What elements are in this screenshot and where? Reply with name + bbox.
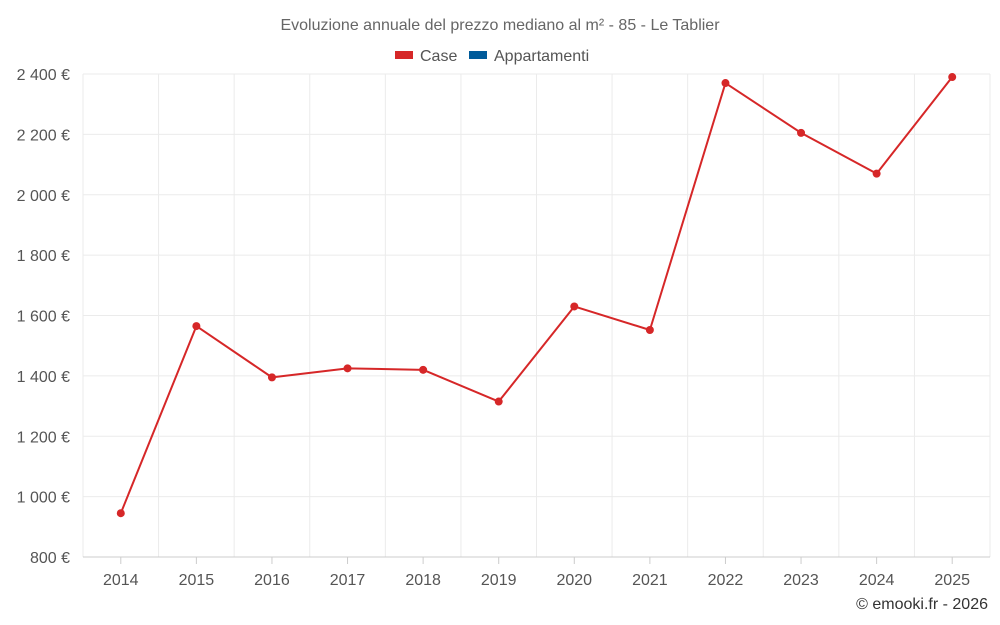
data-point[interactable] [116,509,125,518]
y-tick-label: 1 800 € [17,248,70,265]
x-tick-label: 2025 [934,572,970,589]
x-tick-label: 2020 [556,572,592,589]
y-tick-label: 2 400 € [17,67,70,84]
y-axis: 800 € 1 000 € 1 200 € 1 400 € 1 600 € 1 800 €… [17,67,70,567]
data-point[interactable] [267,373,276,382]
legend-item-appartamenti[interactable]: Appartamenti [469,48,589,65]
y-tick-label: 800 € [30,550,70,567]
x-tick-label: 2024 [859,572,895,589]
y-tick-label: 1 200 € [17,429,70,446]
x-tick-label: 2017 [330,572,366,589]
legend-item-case[interactable]: Case [395,48,457,65]
y-tick-label: 1 600 € [17,309,70,326]
x-tick-label: 2019 [481,572,517,589]
x-gridlines [82,74,991,557]
x-tick-label: 2018 [405,572,441,589]
legend-label-appartamenti: Appartamenti [494,48,589,65]
data-point[interactable] [570,302,579,311]
y-tick-label: 1 000 € [17,490,70,507]
data-point[interactable] [721,79,730,88]
data-point[interactable] [645,325,654,334]
x-tick-label: 2014 [103,572,139,589]
y-tick-label: 1 400 € [17,369,70,386]
x-axis: 2014 2015 2016 2017 2018 2019 2020 2021 2022 2023… [83,556,990,589]
data-point[interactable] [872,169,881,178]
legend-swatch-appartamenti [469,51,487,59]
x-tick-label: 2023 [783,572,819,589]
data-point[interactable] [192,322,201,331]
x-tick-label: 2021 [632,572,668,589]
legend-label-case: Case [420,48,457,65]
data-point[interactable] [343,364,352,373]
series-line-case [119,76,953,514]
legend-swatch-case [395,51,413,59]
data-point[interactable] [494,397,503,406]
data-point[interactable] [419,365,428,374]
x-tick-label: 2022 [708,572,744,589]
chart-title: Evoluzione annuale del prezzo mediano al… [280,17,720,34]
legend: Case Appartamenti [395,48,589,65]
y-tick-label: 2 000 € [17,188,70,205]
data-point[interactable] [797,128,806,137]
y-tick-label: 2 200 € [17,127,70,144]
series-layer [116,73,957,518]
x-tick-label: 2016 [254,572,290,589]
x-tick-label: 2015 [179,572,215,589]
credit-text: © emooki.fr - 2026 [856,596,988,613]
data-point[interactable] [948,73,957,82]
